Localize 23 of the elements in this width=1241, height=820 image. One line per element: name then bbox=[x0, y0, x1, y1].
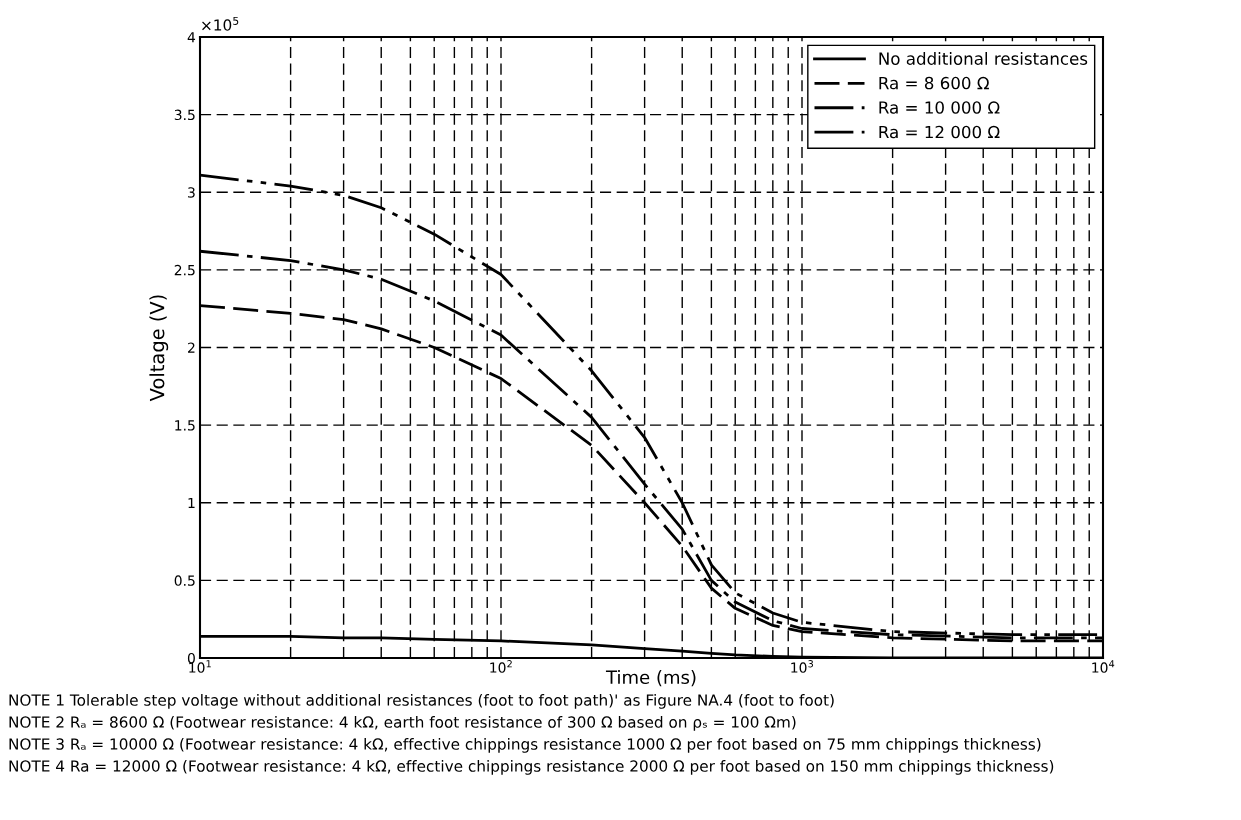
text: NOTE 4 Ra = 12000 Ω (Footwear resistance: 4 kΩ, effective chippings resistance 2000 Ω per foot based on 150 mm chippings thickness) bbox=[9, 760, 1054, 775]
y-tick-label: 3 bbox=[188, 187, 195, 198]
x-tick-label: 10$^{2}$ bbox=[490, 660, 512, 673]
y-axis-title: Voltage (V) bbox=[149, 295, 169, 402]
y-tick-label: 4 bbox=[187, 32, 196, 43]
y-tick-label: 0 bbox=[187, 652, 195, 664]
y-tick-label: 1 bbox=[188, 497, 195, 509]
legend-label: Ra = 10 000 Ω bbox=[879, 101, 1000, 114]
x-tick-label: 10$^{3}$ bbox=[791, 660, 813, 673]
y-tick-label: 0.5 bbox=[174, 575, 195, 586]
y-tick-label: 1.5 bbox=[175, 420, 195, 431]
text: ×10$^{5}$ bbox=[202, 16, 239, 31]
y-tick-label: 2 bbox=[188, 342, 195, 353]
text: NOTE 2 Rₐ = 8600 Ω (Footwear resistance: 4 kΩ, earth foot resistance of 300 Ω based on ρₛ = 100 Ωm) bbox=[9, 716, 796, 731]
legend-label: Ra = 12 000 Ω bbox=[879, 125, 1000, 139]
x-axis-title: Time (ms) bbox=[605, 670, 696, 687]
text: NOTE 1 Tolerable step voltage without additional resistances (foot to foot path)' as Figure NA.4 (foot to foot) bbox=[9, 694, 834, 709]
legend-label: No additional resistances bbox=[879, 52, 1088, 65]
x-tick-label: 10$^{4}$ bbox=[1092, 660, 1115, 673]
y-tick-label: 2.5 bbox=[174, 264, 195, 276]
y-tick-label: 3.5 bbox=[174, 109, 195, 121]
text: NOTE 3 Rₐ = 10000 Ω (Footwear resistance: 4 kΩ, effective chippings resistance 1000 Ω per foot based on 75 mm chippings thickness) bbox=[9, 738, 1041, 753]
legend-label: Ra = 8 600 Ω bbox=[879, 76, 989, 90]
